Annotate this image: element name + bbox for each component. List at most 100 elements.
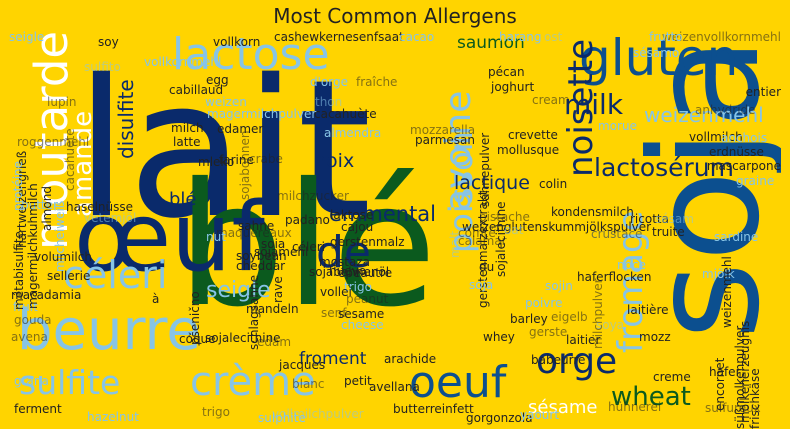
word-cheese: cheese — [341, 318, 384, 332]
word-weizenglutenskummj-lkspulver: weizenglutenskummjölkspulver — [462, 220, 652, 234]
word-blanc: blanc — [292, 377, 325, 391]
word-jacques: jacques — [279, 358, 326, 372]
word-coque: coque — [179, 332, 216, 346]
word-s-same: sésame — [528, 397, 598, 418]
word-wheat: wheat — [611, 382, 691, 412]
word-anhydride: anhydride — [695, 103, 756, 117]
word-haseln-sse: haselnüsse — [66, 200, 134, 214]
word-gorgonzola: gorgonzola — [466, 411, 533, 425]
word-gluten: gluten — [579, 31, 739, 87]
word-gerste: gerste — [529, 325, 568, 339]
word-barley: barley — [510, 312, 548, 326]
word-morue: morue — [598, 119, 637, 133]
word-laitier: laitier — [566, 333, 601, 347]
word-peautre: épeautre — [338, 266, 393, 280]
word-volumilch: volumilch — [34, 250, 92, 264]
word-orge: orge — [536, 341, 618, 382]
word-creme: creme — [653, 370, 691, 384]
word-bl: blé — [177, 147, 437, 345]
word-disulfite: disulfite — [114, 79, 138, 159]
word-latte: latte — [173, 135, 201, 149]
word-h-hnerei: hühnerei — [608, 400, 662, 414]
word-vollmilch: vollmilch — [689, 130, 743, 144]
word-noce: noce — [617, 258, 646, 272]
word-mascarpone: mascarpone — [706, 159, 781, 173]
word-fruit: fruit — [13, 300, 38, 314]
word-weizenmehl-2: weizenmehl — [720, 256, 734, 328]
word-sesame: sesame — [338, 307, 385, 321]
word-yaourt: yaourt — [520, 408, 560, 422]
word-vollkornmehl: vollkornmehl — [144, 55, 222, 69]
word-laiti-re: laitière — [627, 303, 669, 317]
word-milchzucker: milchzucker — [277, 189, 349, 203]
word-sojamehl: sojamehl — [254, 245, 309, 259]
word-padano: padano — [285, 213, 330, 227]
word-laktose: laktose — [330, 208, 374, 222]
word-eigelb: eigelb — [551, 310, 588, 324]
word-mozz: mozz — [639, 330, 671, 344]
word-sulphite: sulphite — [258, 411, 306, 425]
word-crevette: crevette — [508, 128, 558, 142]
word-d-orge: d'orge — [310, 75, 348, 89]
word-saumon: saumon — [457, 33, 525, 53]
word-sahne: sahne — [238, 219, 275, 233]
word-petit: petit — [344, 374, 372, 388]
word-seigle: seigle — [206, 278, 271, 303]
word-ricotta: ricotta — [630, 212, 669, 226]
word-cacao: cacao — [399, 31, 435, 44]
word-c-leri: céleri — [63, 253, 168, 297]
word-babeurre: babeurre — [531, 353, 586, 367]
word-lait: lait — [75, 39, 372, 260]
word-magermilchpulver: magermilchpulver — [207, 107, 317, 121]
word-crabe: crabe — [249, 152, 283, 166]
word-bl-2: blé — [169, 189, 197, 210]
word-senf: senf — [321, 306, 347, 320]
word-kondensmilch: kondensmilch — [551, 205, 634, 219]
word-sojabohnen-l: sojabohnenöl — [309, 265, 390, 279]
word-mozzarella: mozzarella — [410, 123, 476, 137]
word-sojin: sojin — [545, 279, 573, 293]
word-truite: truite — [652, 225, 685, 239]
word-frutto: frutto — [649, 31, 683, 44]
word-trigo-2: trigo — [202, 405, 230, 419]
word-lactos-rum: lactosérum — [594, 153, 734, 182]
chart-title: Most Common Allergens — [273, 4, 517, 28]
word-lactique: lactique — [454, 172, 530, 194]
word-graine: graine — [736, 174, 775, 188]
word-soybean: soybean — [236, 249, 287, 263]
word-m-tabisulfite: métabisulfite — [12, 231, 26, 310]
word-emmental: emmental — [329, 202, 436, 226]
word-haferflocken: haferflocken — [577, 270, 652, 284]
word-egg: egg — [206, 73, 229, 87]
word-milch: milch — [171, 121, 204, 135]
word-mostaza: mostaza — [319, 255, 370, 269]
word-soy: soy — [98, 35, 119, 49]
word-arachide: arachide — [384, 352, 437, 366]
word-cabillaud: cabillaud — [169, 83, 224, 97]
word-oat: oat — [504, 223, 524, 237]
word-lupin: lupin — [47, 95, 77, 109]
word-grana: grana — [14, 374, 49, 388]
word-s-samo: sésamo — [633, 46, 680, 60]
word-s-sam: sésam — [655, 212, 694, 226]
word-ost: ost — [544, 31, 563, 44]
word-poivre: poivre — [525, 296, 563, 310]
word-entier: entier — [745, 85, 781, 99]
word-p-eni-no: pšenično — [188, 291, 202, 345]
word-mleko: mleko — [198, 155, 235, 169]
word-froment: froment — [299, 349, 367, 369]
word-crustac: crustacé — [591, 227, 643, 241]
word-macadamia: macadamia — [11, 288, 82, 302]
word-soya: soya — [596, 318, 625, 332]
word-avellana: avellana — [369, 380, 420, 394]
word-weizenmehl: weizenmehl — [644, 103, 764, 127]
word-cashewkernesenfsaat: cashewkernesenfsaat — [274, 31, 404, 44]
word-rave: rave — [271, 276, 285, 303]
word-cr-me: crème — [190, 359, 316, 405]
word-butter: butter — [21, 198, 58, 212]
word-cheddar: cheddar — [236, 259, 286, 273]
word-sulfureux: sulfureux — [705, 401, 761, 415]
word-ferment: ferment — [14, 402, 62, 416]
word-anchois: anchois — [721, 131, 768, 145]
word-huevo: huevo — [329, 264, 367, 278]
